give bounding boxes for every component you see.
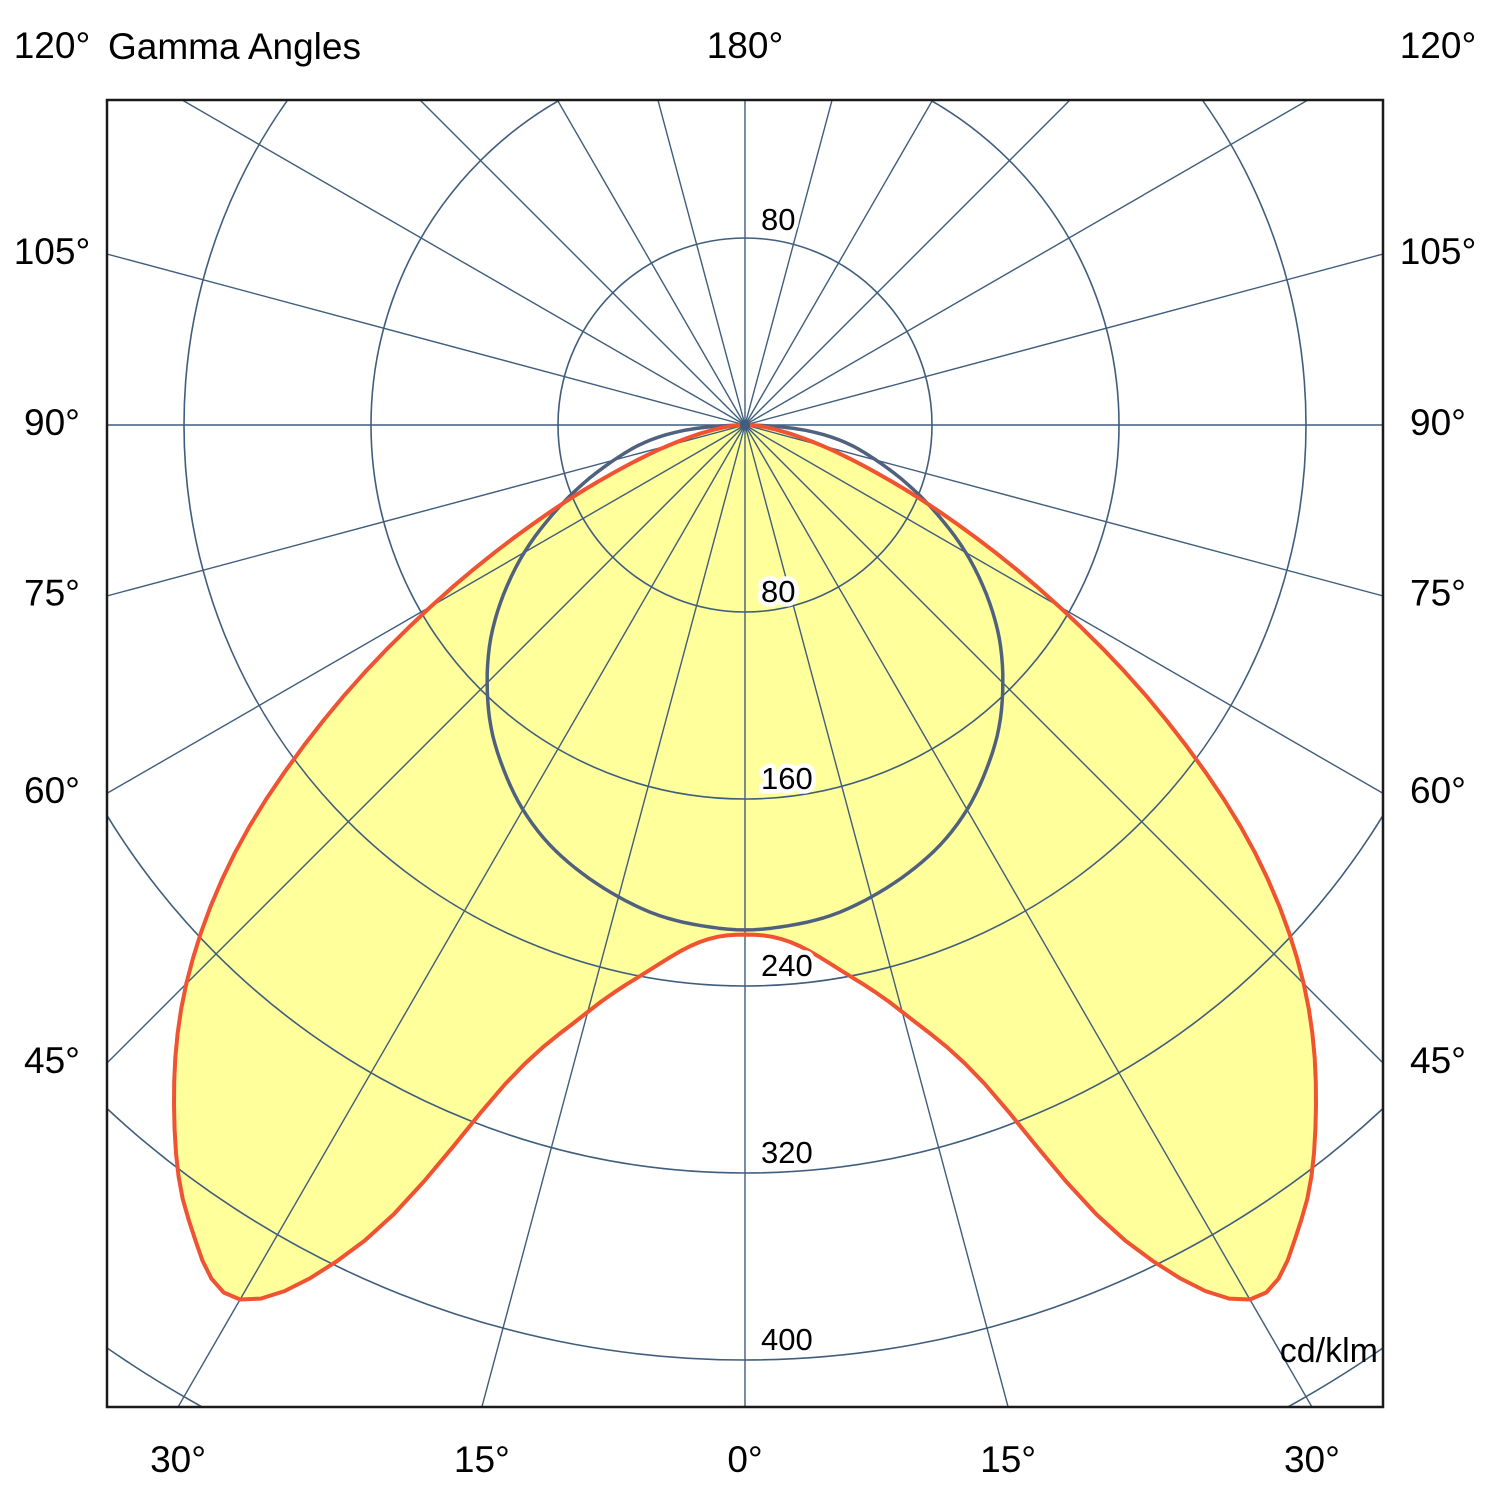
svg-text:120°: 120° bbox=[1400, 25, 1477, 66]
svg-text:90°: 90° bbox=[1410, 402, 1466, 443]
svg-text:120°: 120° bbox=[14, 25, 91, 66]
svg-text:75°: 75° bbox=[24, 573, 80, 614]
svg-text:160: 160 bbox=[761, 761, 813, 796]
svg-text:90°: 90° bbox=[24, 402, 80, 443]
c90-c270-curve bbox=[485, 423, 1005, 932]
c0-c180-curve bbox=[172, 423, 1318, 1302]
ring-value-labels: 80 160 240 320 400 80 bbox=[757, 198, 818, 1362]
gamma-angle-labels: 120° 120° 105° 105° 90° 90° 75° 75° 60° 60° 45° 45°… bbox=[14, 25, 1477, 1480]
svg-text:45°: 45° bbox=[24, 1040, 80, 1081]
svg-text:15°: 15° bbox=[454, 1439, 510, 1480]
plot-frame bbox=[105, 98, 1385, 1409]
svg-text:0°: 0° bbox=[727, 1439, 762, 1480]
svg-text:45°: 45° bbox=[1410, 1040, 1466, 1081]
svg-text:320: 320 bbox=[761, 1135, 813, 1170]
svg-text:75°: 75° bbox=[1410, 573, 1466, 614]
svg-text:400: 400 bbox=[761, 1322, 813, 1357]
svg-text:240: 240 bbox=[761, 948, 813, 983]
svg-text:60°: 60° bbox=[1410, 770, 1466, 811]
polar-origin-dot bbox=[740, 420, 750, 430]
svg-text:105°: 105° bbox=[1400, 231, 1477, 272]
radial-unit-label: cd/klm bbox=[1279, 1332, 1378, 1370]
svg-text:30°: 30° bbox=[1284, 1439, 1340, 1480]
chart-title: Gamma Angles bbox=[108, 26, 361, 67]
svg-text:15°: 15° bbox=[980, 1439, 1036, 1480]
svg-text:30°: 30° bbox=[150, 1439, 206, 1480]
svg-text:105°: 105° bbox=[14, 231, 91, 272]
svg-text:60°: 60° bbox=[24, 770, 80, 811]
svg-text:80: 80 bbox=[761, 574, 795, 609]
svg-text:80: 80 bbox=[761, 202, 795, 237]
svg-text:180°: 180° bbox=[707, 25, 784, 66]
